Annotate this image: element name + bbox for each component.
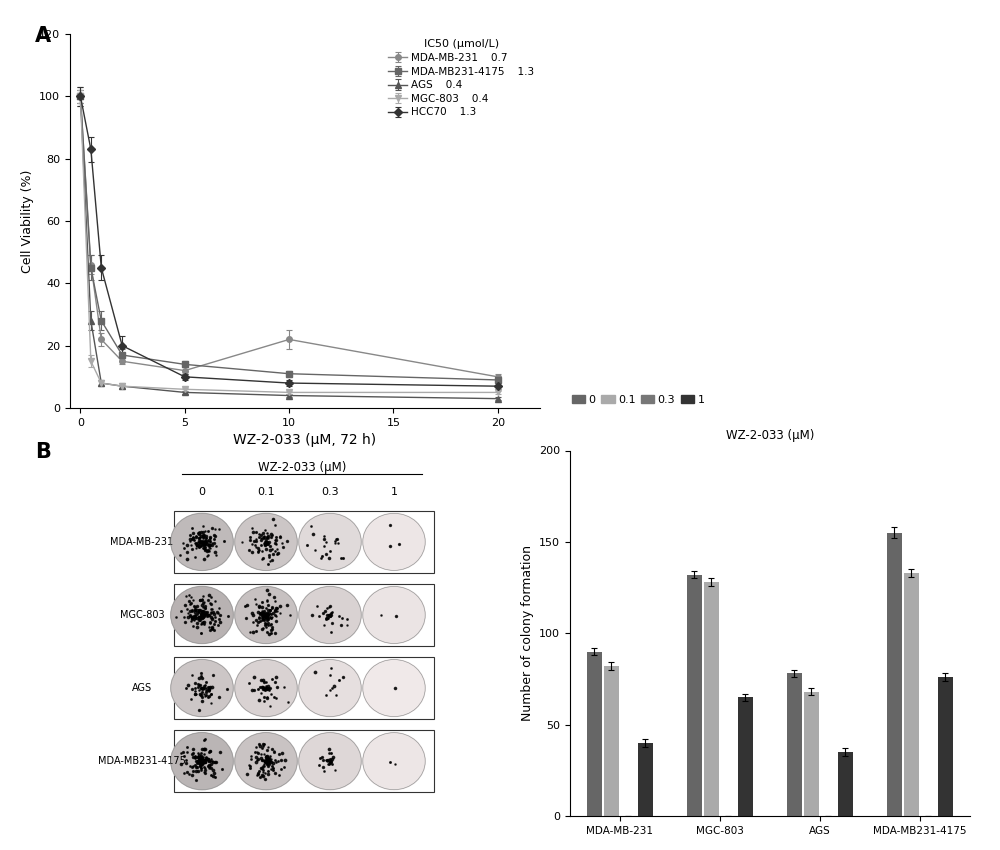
Text: B: B — [35, 442, 51, 462]
Text: 0: 0 — [198, 487, 206, 497]
Bar — [604, 666, 619, 816]
Circle shape — [235, 586, 297, 643]
Bar — [174, 730, 434, 792]
Text: 0.3: 0.3 — [321, 487, 339, 497]
Text: MGC-803: MGC-803 — [120, 610, 164, 620]
Bar — [904, 573, 919, 816]
Circle shape — [363, 586, 425, 643]
Text: 1: 1 — [390, 487, 398, 497]
X-axis label: WZ-2-033 (μM, 72 h): WZ-2-033 (μM, 72 h) — [233, 434, 376, 447]
Circle shape — [363, 733, 425, 790]
Bar — [174, 511, 434, 573]
Circle shape — [171, 660, 233, 717]
Bar — [838, 752, 853, 816]
Circle shape — [171, 513, 233, 570]
Y-axis label: Cell Viability (%): Cell Viability (%) — [21, 169, 34, 273]
Title: WZ-2-033 (μM): WZ-2-033 (μM) — [726, 429, 814, 442]
Legend: 0, 0.1, 0.3, 1: 0, 0.1, 0.3, 1 — [568, 390, 709, 409]
Bar — [938, 677, 953, 816]
Circle shape — [235, 660, 297, 717]
Legend: MDA-MB-231    0.7, MDA-MB231-4175    1.3, AGS    0.4, MGC-803    0.4, HCC70    1: MDA-MB-231 0.7, MDA-MB231-4175 1.3, AGS … — [388, 39, 534, 117]
Bar — [687, 575, 702, 816]
Text: 0.1: 0.1 — [257, 487, 275, 497]
Bar — [587, 651, 602, 816]
Circle shape — [235, 513, 297, 570]
Circle shape — [299, 660, 361, 717]
Circle shape — [363, 660, 425, 717]
Text: A: A — [35, 26, 51, 46]
Circle shape — [299, 513, 361, 570]
Bar — [174, 657, 434, 719]
Bar — [787, 673, 802, 816]
Circle shape — [171, 733, 233, 790]
Text: WZ-2-033 (μM): WZ-2-033 (μM) — [258, 462, 346, 474]
Text: AGS: AGS — [132, 683, 152, 693]
Circle shape — [363, 513, 425, 570]
Circle shape — [235, 733, 297, 790]
Circle shape — [171, 586, 233, 643]
Bar — [804, 692, 819, 816]
Bar — [704, 582, 719, 816]
Circle shape — [299, 733, 361, 790]
Y-axis label: Number of colony formation: Number of colony formation — [521, 545, 534, 722]
Bar — [174, 584, 434, 646]
Bar — [638, 743, 653, 816]
Text: MDA-MB231-4175: MDA-MB231-4175 — [98, 756, 186, 766]
Circle shape — [299, 586, 361, 643]
Text: MDA-MB-231: MDA-MB-231 — [110, 537, 174, 547]
Bar — [887, 533, 902, 816]
Bar — [738, 697, 753, 816]
